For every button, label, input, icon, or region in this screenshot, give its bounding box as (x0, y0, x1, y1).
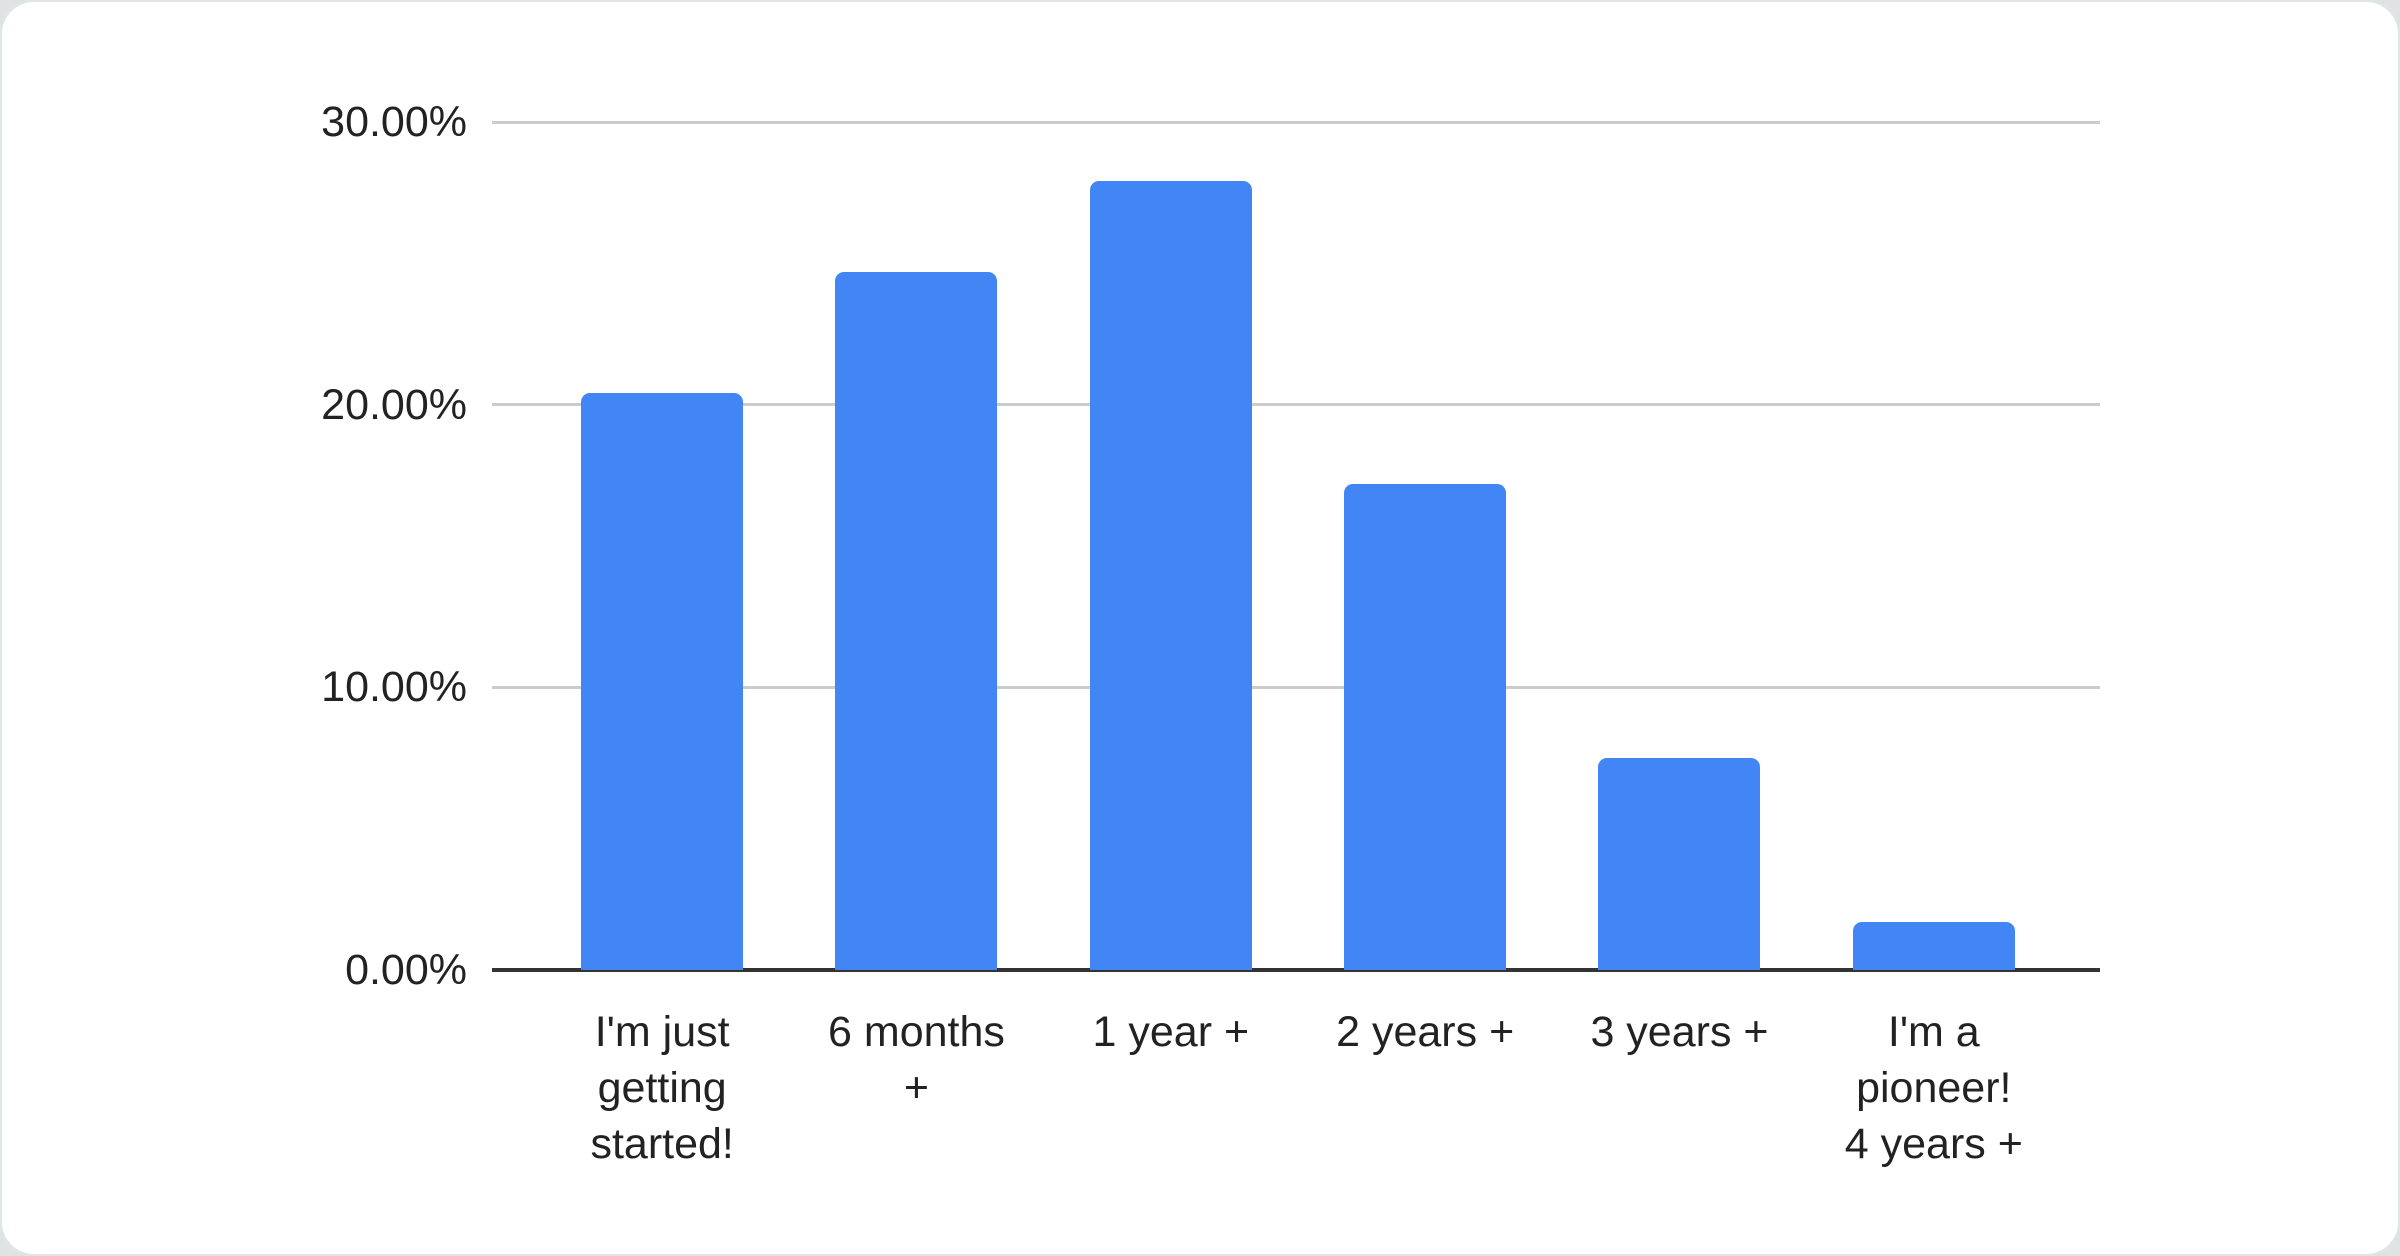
gridline (492, 120, 2100, 124)
gridline (492, 403, 2100, 407)
bar-4[interactable] (1344, 483, 1507, 970)
x-axis: I'm just getting started! 6 months + 1 yea… (535, 1004, 2061, 1172)
bar-cell (789, 122, 1043, 970)
y-axis: 0.00% 10.00% 20.00% 30.00% (2, 98, 467, 994)
y-tick-label: 0.00% (345, 946, 467, 994)
x-axis-label: I'm a pioneer! 4 years + (1844, 1008, 2023, 1168)
x-axis-label: 6 months + (828, 1008, 1005, 1112)
bar-5[interactable] (1598, 758, 1761, 970)
bar-3[interactable] (1089, 181, 1252, 970)
gridline (492, 685, 2100, 689)
bar-cell (1044, 122, 1298, 970)
x-axis-label: 3 years + (1590, 1008, 1769, 1056)
y-tick-label: 30.00% (321, 98, 467, 146)
plot-area (492, 120, 2100, 972)
y-tick-label: 20.00% (321, 380, 467, 429)
x-axis-label: I'm just getting started! (590, 1008, 734, 1168)
bar-1[interactable] (581, 393, 744, 970)
y-tick-label: 10.00% (321, 663, 467, 712)
bar-cell (535, 122, 789, 970)
bar-6[interactable] (1852, 921, 2015, 970)
bars-region (535, 122, 2061, 970)
bar-cell (1552, 122, 1806, 970)
bar-cell (1807, 122, 2061, 970)
bar-cell (1298, 122, 1552, 970)
x-axis-label: 2 years + (1336, 1008, 1515, 1056)
bar-2[interactable] (835, 271, 998, 970)
x-axis-line (492, 968, 2100, 972)
x-axis-label: 1 year + (1092, 1008, 1250, 1056)
